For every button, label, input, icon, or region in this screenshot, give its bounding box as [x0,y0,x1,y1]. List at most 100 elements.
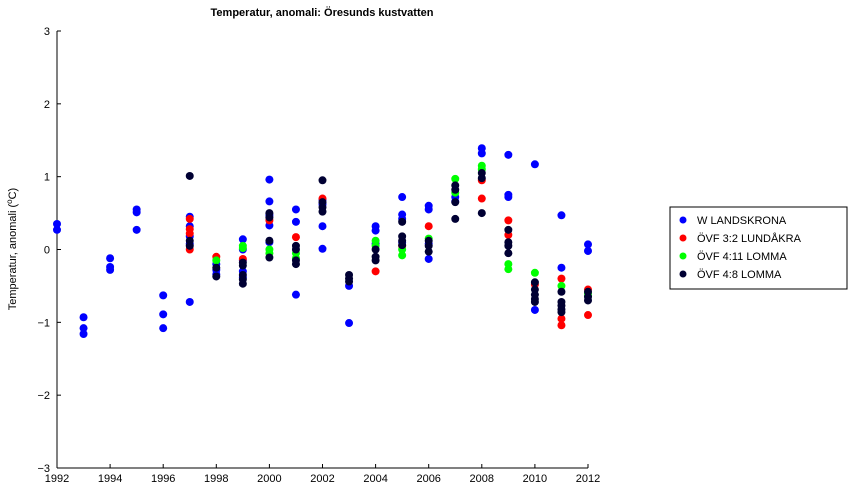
data-point [106,265,115,274]
x-tick-label: 2002 [310,473,334,485]
data-point [557,287,566,296]
data-point [291,217,300,226]
data-point [53,225,61,234]
data-point [504,193,513,202]
data-point [318,244,327,253]
data-point [79,313,88,322]
legend-label: ÖVF 3:2 LUNDÅKRA [697,232,802,245]
data-point [371,256,380,265]
data-point [291,290,300,299]
data-point [265,213,274,222]
y-tick-label: −2 [37,390,50,402]
data-point [291,245,300,254]
data-point [504,225,513,234]
data-point [557,274,566,283]
data-point [318,176,327,185]
x-tick-label: 2010 [523,473,547,485]
data-point [398,251,407,260]
y-tick-label: −1 [37,317,50,329]
data-point [504,265,513,274]
data-point [504,241,513,250]
data-point [238,235,247,244]
data-point [557,308,566,317]
data-point [584,311,592,320]
data-point [79,324,88,333]
data-point [318,207,327,216]
data-point [424,247,433,256]
data-point [504,249,513,258]
data-point [504,216,513,225]
data-point [159,324,168,333]
y-tick-label: 0 [44,245,50,257]
data-point [132,208,141,217]
data-point [106,254,115,263]
x-tick-label: 1994 [98,473,122,485]
data-point [265,175,274,184]
data-point [185,297,194,306]
data-point [291,233,300,242]
data-point [451,185,460,194]
x-ticks: 1992 1994 1996 1998 2000 2002 2004 2006 2008 2010… [45,464,600,485]
data-point [584,246,592,255]
data-point [557,281,566,290]
data-point [159,310,168,319]
data-point [557,211,566,220]
data-point [557,314,566,323]
y-tick-label: 3 [44,26,50,38]
legend-marker [679,234,687,242]
x-tick-label: 2004 [363,473,387,485]
data-point [185,171,194,180]
legend-marker [679,252,687,260]
data-point [212,272,221,281]
data-point [424,254,433,263]
data-point [291,260,300,269]
data-point [477,194,486,203]
legend-label: W LANDSKRONA [697,215,787,227]
data-point [212,256,221,265]
data-point [79,329,88,338]
data-point [477,209,486,218]
y-axis-label: Temperatur, anomali (oC) [5,188,19,310]
data-point [530,305,539,314]
data-point [477,174,486,183]
legend-marker [679,216,687,224]
data-point [424,222,433,231]
data-point [398,241,407,250]
data-points [53,144,592,338]
data-point [185,214,194,223]
data-point [477,149,486,158]
data-point [345,319,354,328]
data-point [185,241,194,250]
data-point [371,267,380,276]
data-point [185,229,194,238]
data-point [584,296,592,305]
legend-label: ÖVF 4:11 LOMMA [697,251,787,263]
data-point [371,226,380,235]
data-point [451,198,460,207]
legend-box [669,206,848,290]
data-point [345,277,354,286]
data-point [238,261,247,270]
x-tick-label: 1998 [204,473,228,485]
data-point [265,236,274,245]
data-point [291,205,300,214]
data-point [530,268,539,277]
x-tick-label: 2008 [470,473,494,485]
data-point [451,214,460,223]
data-point [398,217,407,226]
data-point [212,263,221,272]
legend-marker [679,270,687,278]
x-tick-label: 1992 [45,473,69,485]
data-point [424,205,433,214]
y-tick-label: 2 [44,99,50,111]
y-axis-label-end: C) [7,188,19,200]
data-point [265,253,274,262]
y-axis-label-sup: o [5,199,14,204]
data-point [504,150,513,159]
data-point [53,220,61,229]
data-point [371,245,380,254]
data-point [132,225,141,234]
data-point [238,279,247,288]
x-tick-label: 2000 [257,473,281,485]
